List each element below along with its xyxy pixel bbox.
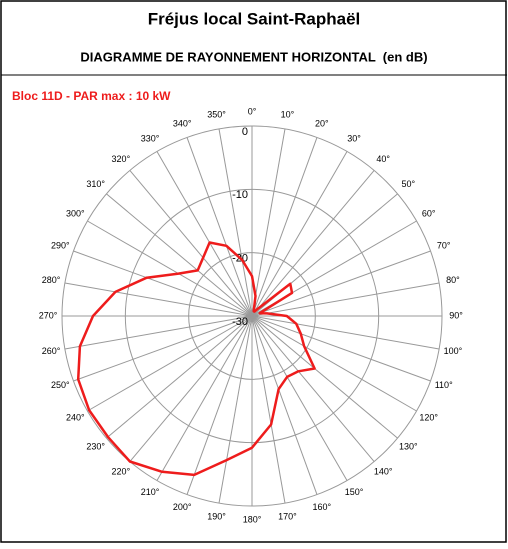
angle-label: 20° bbox=[315, 119, 329, 129]
spoke bbox=[87, 315, 253, 412]
angle-label: 10° bbox=[281, 109, 295, 119]
angle-label: 250° bbox=[51, 380, 70, 390]
angle-label: 330° bbox=[141, 134, 160, 144]
spoke bbox=[73, 250, 253, 317]
spoke bbox=[251, 315, 348, 481]
angle-label: 350° bbox=[207, 109, 226, 119]
spoke bbox=[106, 193, 253, 317]
spoke bbox=[251, 315, 398, 439]
angle-label: 240° bbox=[66, 412, 85, 422]
spoke bbox=[186, 137, 253, 317]
spoke bbox=[64, 315, 253, 350]
angle-label: 50° bbox=[401, 179, 415, 189]
spoke bbox=[251, 315, 286, 504]
spoke bbox=[251, 315, 417, 412]
spoke bbox=[251, 282, 440, 317]
spoke bbox=[218, 315, 253, 504]
angle-label: 280° bbox=[42, 275, 61, 285]
spoke bbox=[186, 315, 253, 495]
spoke bbox=[156, 151, 253, 317]
spoke bbox=[129, 170, 253, 317]
spoke bbox=[64, 282, 253, 317]
angle-label: 200° bbox=[173, 502, 192, 512]
spoke bbox=[251, 250, 431, 317]
chart-subtitle: DIAGRAMME DE RAYONNEMENT HORIZONTAL (en … bbox=[80, 49, 427, 64]
angle-label: 110° bbox=[435, 380, 453, 390]
angle-label: 170° bbox=[278, 511, 297, 521]
grid-ring bbox=[124, 188, 380, 444]
radial-tick-label: -30 bbox=[232, 316, 248, 328]
angle-label: 140° bbox=[374, 467, 393, 477]
legend-entry: Bloc 11D - PAR max : 10 kW bbox=[12, 89, 171, 103]
spoke bbox=[251, 315, 375, 462]
angle-label: 40° bbox=[376, 154, 390, 164]
angle-label: 320° bbox=[112, 154, 131, 164]
spoke bbox=[251, 315, 318, 495]
angle-label: 340° bbox=[173, 119, 192, 129]
angle-label: 220° bbox=[112, 467, 131, 477]
angle-label: 210° bbox=[141, 487, 160, 497]
angle-label: 190° bbox=[207, 511, 226, 521]
spoke bbox=[251, 315, 440, 350]
angle-label: 0° bbox=[248, 106, 257, 116]
angle-label: 30° bbox=[347, 134, 361, 144]
spoke bbox=[106, 315, 253, 439]
series-line bbox=[76, 241, 316, 477]
angle-label: 260° bbox=[42, 346, 61, 356]
angle-label: 90° bbox=[449, 310, 463, 320]
chart-title: Fréjus local Saint-Raphaël bbox=[148, 9, 361, 28]
angle-label: 130° bbox=[399, 442, 418, 452]
radial-tick-label: -10 bbox=[232, 189, 248, 201]
angle-label: 60° bbox=[422, 208, 436, 218]
radial-tick-label: 0 bbox=[242, 126, 248, 138]
spoke bbox=[218, 128, 253, 317]
angle-label: 300° bbox=[66, 208, 85, 218]
grid-ring bbox=[61, 125, 443, 507]
angle-label: 180° bbox=[243, 514, 262, 524]
spoke bbox=[251, 151, 348, 317]
angle-label: 120° bbox=[419, 412, 438, 422]
spoke bbox=[129, 315, 253, 462]
angle-label: 150° bbox=[345, 487, 364, 497]
angle-label: 100° bbox=[444, 346, 463, 356]
angle-label: 310° bbox=[86, 179, 105, 189]
angle-label: 270° bbox=[39, 310, 58, 320]
spoke bbox=[73, 315, 253, 382]
angle-label: 230° bbox=[86, 442, 105, 452]
spoke bbox=[156, 315, 253, 481]
spoke bbox=[251, 315, 431, 382]
angle-label: 80° bbox=[446, 275, 460, 285]
grid-ring bbox=[188, 252, 316, 380]
angle-label: 160° bbox=[312, 502, 331, 512]
spoke bbox=[251, 128, 286, 317]
angle-label: 70° bbox=[437, 241, 451, 251]
spoke bbox=[251, 170, 375, 317]
spoke bbox=[87, 220, 253, 317]
angle-label: 290° bbox=[51, 241, 70, 251]
spoke bbox=[251, 137, 318, 317]
